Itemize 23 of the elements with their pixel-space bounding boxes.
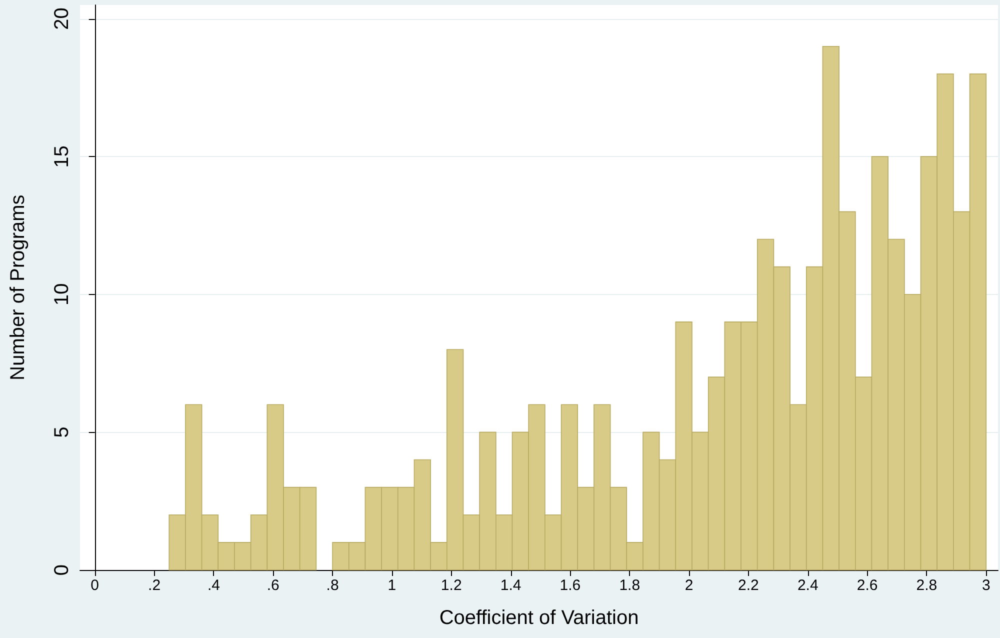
y-tick-label: 5	[51, 426, 73, 438]
x-tick-label: .2	[148, 577, 161, 594]
y-tick-label: 0	[51, 564, 73, 576]
x-tick-label: 1.6	[560, 577, 581, 594]
x-tick-label: 1	[388, 577, 396, 594]
x-tick-label: .6	[266, 577, 280, 594]
x-tick-label: 1.2	[440, 577, 462, 594]
x-tick-label: 1.4	[500, 577, 522, 594]
x-tick-label: .8	[326, 577, 339, 594]
x-tick-label: 1.8	[619, 577, 640, 594]
x-axis-title: Coefficient of Variation	[439, 607, 639, 629]
y-tick-label: 15	[51, 145, 73, 168]
x-tick-label: 2.2	[738, 577, 759, 594]
x-tick-label: 2	[684, 577, 694, 594]
x-tick-label: 3	[982, 577, 990, 594]
x-tick-label: 0	[90, 577, 100, 594]
x-tick-label: 2.4	[797, 577, 818, 594]
y-tick-label: 10	[51, 283, 73, 306]
y-axis-title: Number of Programs	[7, 194, 29, 380]
x-tick-label: 2.8	[916, 577, 938, 594]
x-tick-label: 2.6	[856, 577, 878, 594]
x-tick-label: .4	[207, 577, 220, 594]
y-tick-label: 20	[51, 8, 73, 30]
